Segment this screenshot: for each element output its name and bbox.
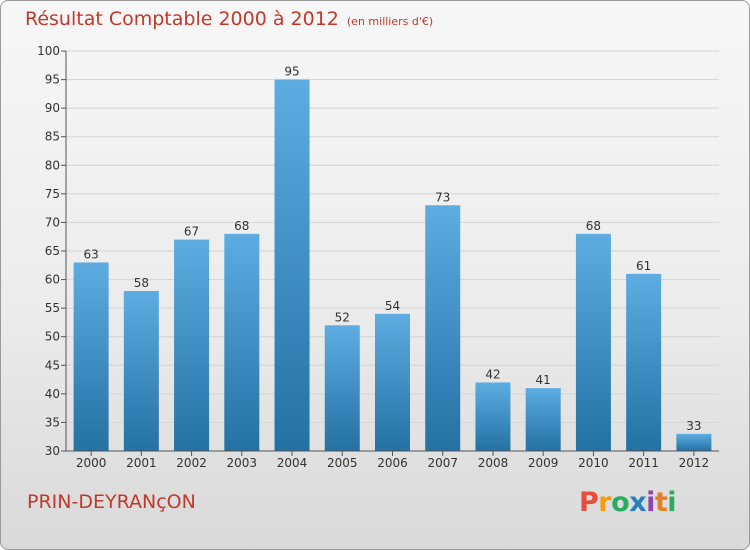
y-tick-label: 65: [45, 244, 60, 258]
x-tick-label: 2007: [427, 456, 458, 470]
x-tick-label: 2012: [679, 456, 710, 470]
bar-value-label: 63: [83, 247, 98, 261]
bar: [123, 291, 159, 451]
logo-letter: t: [654, 487, 668, 518]
y-tick-label: 50: [45, 330, 60, 344]
y-tick-label: 80: [45, 158, 60, 172]
y-tick-label: 30: [45, 444, 60, 458]
bar-value-label: 95: [284, 65, 299, 79]
y-tick-label: 75: [45, 187, 60, 201]
chart-title-text: Résultat Comptable 2000 à 2012: [25, 8, 339, 30]
y-tick-label: 90: [45, 101, 60, 115]
y-tick-label: 40: [45, 387, 60, 401]
y-tick-label: 60: [45, 273, 60, 287]
bar-value-label: 73: [435, 190, 450, 204]
bars: 63 58 67 68 95 52 54 73 42 41 68 61 33: [73, 65, 712, 452]
bar-value-label: 68: [234, 219, 249, 233]
bar: [676, 433, 712, 451]
bar: [224, 233, 260, 451]
bar: [73, 262, 109, 451]
bar-value-label: 61: [636, 259, 651, 273]
bar-value-label: 58: [134, 276, 149, 290]
y-tick-label: 100: [37, 44, 60, 58]
bar-value-label: 54: [385, 299, 400, 313]
y-tick-label: 85: [45, 130, 60, 144]
bar: [174, 239, 210, 451]
bar: [324, 325, 360, 451]
bar: [575, 233, 611, 451]
chart-title: Résultat Comptable 2000 à 2012 (en millie…: [25, 8, 433, 30]
y-tick-label: 70: [45, 215, 60, 229]
bar: [375, 313, 410, 451]
y-tick-label: 55: [45, 301, 60, 315]
y-tick-label: 95: [45, 73, 60, 87]
proxiti-logo: Proxiti: [579, 487, 677, 518]
bar-value-label: 42: [485, 367, 500, 381]
y-tick-label: 35: [45, 415, 60, 429]
x-tick-label: 2002: [176, 456, 207, 470]
logo-letter: i: [646, 487, 655, 518]
x-tick-label: 2011: [628, 456, 659, 470]
bar: [525, 388, 561, 451]
x-tick-label: 2004: [277, 456, 308, 470]
logo-letter: x: [629, 487, 647, 518]
x-tick-label: 2010: [578, 456, 609, 470]
x-tick-label: 2005: [327, 456, 358, 470]
x-tick-label: 2006: [377, 456, 408, 470]
bar-value-label: 52: [335, 310, 350, 324]
x-tick-label: 2009: [528, 456, 559, 470]
logo-letter: P: [579, 487, 599, 518]
commune-name: PRIN-DEYRANçON: [27, 491, 196, 513]
logo-letter: r: [598, 487, 612, 518]
x-tick-label: 2000: [76, 456, 107, 470]
bar: [475, 382, 511, 451]
bar: [626, 273, 662, 451]
chart-subtitle: (en milliers d'€): [346, 15, 434, 28]
logo-letter: o: [611, 487, 630, 518]
bar: [274, 79, 310, 452]
axes: 30 35 40 45 50 55 60 65 70 75 80 85 90 95 100 2000 2001 2…: [37, 44, 719, 470]
bar: [425, 205, 461, 451]
x-tick-label: 2003: [227, 456, 258, 470]
logo-letter: i: [667, 487, 677, 518]
bar-value-label: 68: [586, 219, 601, 233]
x-tick-label: 2008: [478, 456, 509, 470]
bar-value-label: 67: [184, 225, 199, 239]
bar-value-label: 41: [536, 373, 551, 387]
bar-value-label: 33: [686, 419, 701, 433]
x-tick-label: 2001: [126, 456, 157, 470]
y-tick-label: 45: [45, 358, 60, 372]
